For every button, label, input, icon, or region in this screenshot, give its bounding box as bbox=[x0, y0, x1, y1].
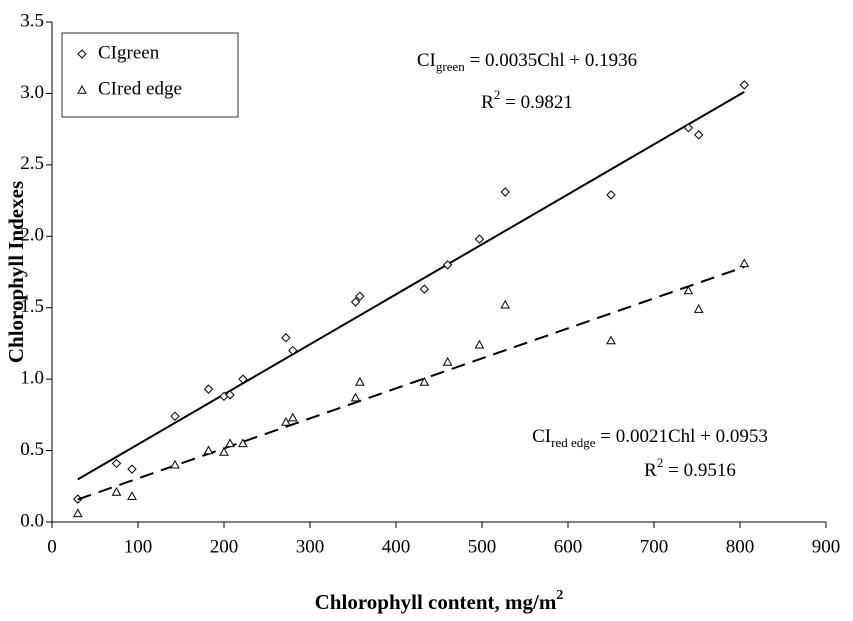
y-tick-label: 0.5 bbox=[20, 439, 44, 460]
r-squared-rhs: = 0.9821 bbox=[500, 92, 572, 113]
triangle-point bbox=[350, 392, 361, 402]
diamond-point bbox=[170, 411, 180, 421]
diamond-point bbox=[77, 49, 87, 59]
trendline bbox=[77, 90, 745, 481]
triangle-point bbox=[219, 446, 229, 456]
r-squared-lhs: R bbox=[481, 92, 494, 113]
diamond-point bbox=[111, 458, 122, 469]
equation-lhs: CI bbox=[417, 50, 436, 71]
triangle-point bbox=[281, 416, 291, 426]
triangle-point bbox=[203, 445, 214, 455]
trendline bbox=[77, 265, 745, 501]
x-tick-label: 500 bbox=[468, 536, 497, 557]
diamond-point bbox=[739, 80, 750, 90]
equation: CIred edge = 0.0021Chl + 0.0953 bbox=[532, 426, 768, 450]
r-squared-sup: 2 bbox=[494, 87, 501, 102]
r-squared: R2 = 0.9516 bbox=[644, 455, 736, 481]
r-squared-lhs: R bbox=[644, 460, 657, 481]
triangle-point bbox=[683, 285, 694, 295]
y-tick-label: 2.0 bbox=[20, 225, 44, 246]
triangle-point bbox=[739, 258, 750, 268]
diamond-point bbox=[350, 297, 361, 307]
y-axis-title: Chlorophyll Indexes bbox=[4, 181, 28, 363]
diamond-point bbox=[442, 260, 453, 270]
equation-sub: green bbox=[436, 59, 465, 74]
x-tick-label: 200 bbox=[210, 536, 239, 557]
triangle-point bbox=[442, 356, 453, 366]
diamond-point bbox=[606, 190, 616, 200]
triangle-point bbox=[474, 339, 485, 349]
r-squared-sup: 2 bbox=[657, 455, 664, 470]
x-tick-label: 900 bbox=[812, 536, 841, 557]
diamond-point bbox=[683, 123, 694, 133]
x-axis-title: Chlorophyll content, mg/m2 bbox=[315, 588, 564, 614]
equation-rhs: = 0.0021Chl + 0.0953 bbox=[596, 426, 768, 447]
y-tick-label: 3.5 bbox=[20, 10, 44, 31]
diamond-point bbox=[238, 374, 248, 384]
legend-label: CIgreen bbox=[98, 42, 160, 63]
r-squared-rhs: = 0.9516 bbox=[663, 460, 735, 481]
triangle-point bbox=[77, 84, 87, 94]
x-tick-label: 100 bbox=[124, 536, 153, 557]
triangle-point bbox=[693, 304, 704, 313]
diamond-point bbox=[225, 390, 235, 400]
legend-box bbox=[61, 32, 239, 118]
triangle-point bbox=[355, 376, 365, 386]
triangle-point bbox=[287, 412, 298, 422]
equation-sub: red edge bbox=[551, 435, 596, 450]
equation: CIgreen = 0.0035Chl + 0.1936 bbox=[417, 50, 637, 74]
r-squared: R2 = 0.9821 bbox=[481, 87, 573, 113]
y-tick-label: 0.0 bbox=[20, 510, 44, 531]
x-tick-label: 800 bbox=[726, 536, 755, 557]
diamond-point bbox=[127, 464, 137, 474]
y-tick-label: 2.5 bbox=[20, 153, 44, 174]
x-tick-label: 400 bbox=[382, 536, 411, 557]
triangle-point bbox=[111, 486, 122, 496]
x-tick-label: 600 bbox=[554, 536, 583, 557]
diamond-point bbox=[474, 234, 485, 244]
equation-lhs: CI bbox=[532, 426, 551, 447]
x-tick-label: 0 bbox=[47, 536, 57, 557]
y-tick-label: 1.5 bbox=[20, 296, 44, 317]
diamond-point bbox=[203, 384, 214, 394]
triangle-point bbox=[127, 491, 137, 500]
triangle-point bbox=[606, 335, 616, 345]
x-axis-title-text: Chlorophyll content, mg/m bbox=[315, 590, 557, 614]
x-axis-title-sup: 2 bbox=[556, 588, 563, 603]
equation-rhs: = 0.0035Chl + 0.1936 bbox=[465, 50, 637, 71]
diamond-point bbox=[500, 187, 510, 197]
triangle-point bbox=[238, 438, 248, 448]
diamond-point bbox=[281, 333, 291, 343]
triangle-point bbox=[225, 438, 235, 448]
triangle-point bbox=[72, 508, 83, 518]
legend-label: CIred edge bbox=[98, 78, 182, 99]
diamond-point bbox=[419, 284, 430, 294]
triangle-point bbox=[419, 376, 430, 386]
x-tick-label: 300 bbox=[296, 536, 325, 557]
triangle-point bbox=[500, 299, 511, 309]
diamond-point bbox=[355, 291, 365, 301]
y-tick-label: 1.0 bbox=[20, 368, 44, 389]
x-tick-label: 700 bbox=[640, 536, 669, 557]
triangle-point bbox=[170, 459, 180, 469]
diamond-point bbox=[694, 130, 704, 140]
y-tick-label: 3.0 bbox=[20, 82, 44, 103]
diamond-point bbox=[288, 345, 298, 356]
